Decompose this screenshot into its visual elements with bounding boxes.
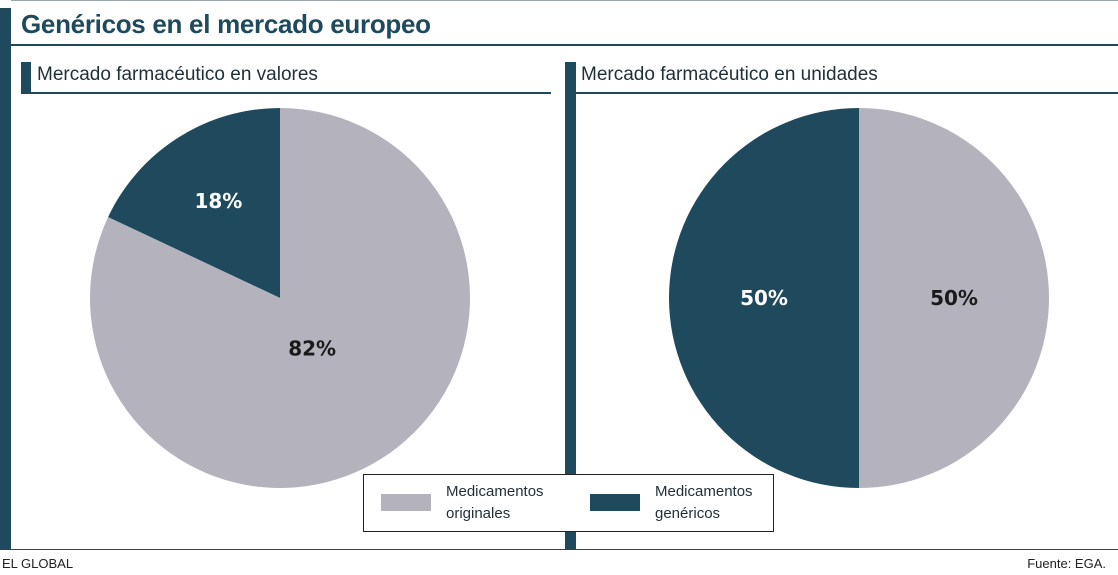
pie-slice-medicamentos-gen-ricos: [108, 108, 281, 298]
pie-chart-unidades: 50% 50%: [669, 108, 1049, 488]
page-title: Genéricos en el mercado europeo: [21, 9, 431, 39]
pie-chart-valores: 18% 82%: [90, 108, 471, 489]
pie-label-medicamentos-gen-ricos: 50%: [740, 286, 788, 310]
panel-left-bar: [21, 62, 31, 94]
pie-slice-medicamentos-originales: [859, 108, 1049, 488]
pie-label-medicamentos-gen-ricos: 18%: [194, 189, 242, 213]
legend-label-genericos-line1: Medicamentos: [655, 483, 753, 500]
legend-label-originales-line2: originales: [446, 505, 511, 522]
legend-label-genericos: Medicamentos genéricos: [655, 481, 805, 525]
panel-divider: [565, 62, 576, 549]
title-rule: [11, 44, 1118, 46]
bottom-rule: [0, 549, 1118, 550]
legend-swatch-originales: [381, 494, 431, 511]
top-rule: [11, 0, 1118, 1]
panel-left-rule: [31, 92, 551, 94]
legend-swatch-genericos: [590, 494, 640, 511]
pie-slice-medicamentos-originales: [90, 108, 471, 489]
pie-label-medicamentos-originales: 82%: [288, 337, 336, 361]
legend-label-originales-line1: Medicamentos: [446, 483, 544, 500]
pie-label-medicamentos-originales: 50%: [930, 286, 978, 310]
frame-bar-left: [0, 8, 11, 549]
panel-right-rule: [576, 92, 1118, 94]
legend-label-genericos-line2: genéricos: [655, 505, 721, 522]
pie-slice-medicamentos-gen-ricos: [669, 108, 859, 488]
footer-source: Fuente: EGA.: [1027, 556, 1106, 571]
footer-publisher: EL GLOBAL: [2, 556, 74, 571]
legend-label-originales: Medicamentos originales: [446, 481, 596, 525]
panel-left-title: Mercado farmacéutico en valores: [37, 64, 318, 85]
chart-legend: Medicamentos originales Medicamentos gen…: [363, 474, 774, 532]
panel-right-title: Mercado farmacéutico en unidades: [581, 64, 878, 85]
